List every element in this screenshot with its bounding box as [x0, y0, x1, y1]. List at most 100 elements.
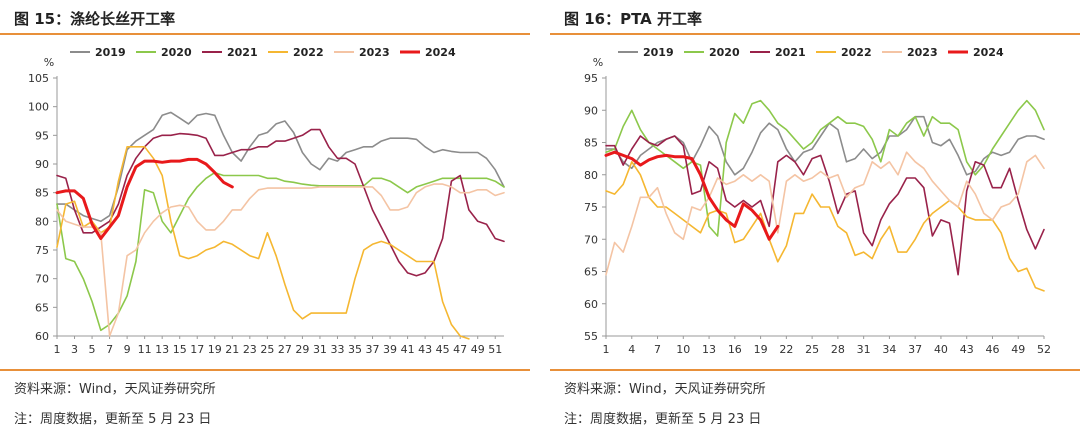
y-axis-unit: %: [44, 56, 54, 69]
x-tick-label: 46: [985, 343, 999, 356]
legend-label-2020: 2020: [161, 46, 192, 59]
x-tick-label: 45: [436, 343, 450, 356]
series-line-2022: [56, 146, 470, 340]
note-text: 注：周度数据，更新至 5 月 23 日: [564, 412, 762, 427]
legend-label-2019: 2019: [643, 46, 674, 59]
x-tick-label: 22: [779, 343, 793, 356]
series-line-2023: [56, 183, 505, 337]
x-tick-label: 23: [243, 343, 257, 356]
x-tick-label: 27: [278, 343, 292, 356]
x-tick-label: 9: [124, 343, 131, 356]
y-tick-label: 60: [584, 298, 598, 311]
legend-label-2023: 2023: [907, 46, 938, 59]
legend-label-2024: 2024: [973, 46, 1004, 59]
x-tick-label: 37: [366, 343, 380, 356]
x-tick-label: 31: [857, 343, 871, 356]
series-line-2020: [605, 99, 1045, 237]
y-tick-label: 100: [28, 101, 49, 114]
line-chart-pta: % 55 60 65 70 75 80 85 90 95 1 4 7 10 13 16 19 22 25 28 31 34…: [584, 46, 1051, 356]
series-line-2020: [56, 171, 505, 332]
y-tick-label: 90: [584, 104, 598, 117]
x-tick-label: 19: [208, 343, 222, 356]
x-tick-label: 1: [603, 343, 610, 356]
y-tick-label: 80: [584, 169, 598, 182]
x-tick-label: 3: [71, 343, 78, 356]
chart-panel-left: 图 15：涤纶长丝开工率 % 60 65 70 75 80 85 90 95 100 105 1 3 5 7…: [0, 0, 530, 431]
y-tick-label: 75: [35, 244, 49, 257]
y-tick-label: 85: [35, 187, 49, 200]
y-tick-label: 60: [35, 330, 49, 343]
legend-label-2022: 2022: [293, 46, 324, 59]
chart-title: 图 16：PTA 开工率: [564, 10, 702, 28]
source-text: 资料来源：Wind，天风证券研究所: [14, 382, 216, 397]
legend-label-2024: 2024: [425, 46, 456, 59]
x-tick-label: 13: [155, 343, 169, 356]
x-tick-label: 43: [960, 343, 974, 356]
x-tick-label: 41: [401, 343, 415, 356]
series-line-2021: [56, 128, 505, 277]
x-tick-label: 49: [1011, 343, 1025, 356]
x-tick-label: 37: [908, 343, 922, 356]
x-tick-label: 7: [654, 343, 661, 356]
x-tick-label: 4: [628, 343, 635, 356]
footer-divider: [550, 369, 1080, 371]
x-tick-label: 25: [805, 343, 819, 356]
y-tick-label: 80: [35, 215, 49, 228]
x-tick-label: 51: [488, 343, 502, 356]
x-tick-label: 52: [1037, 343, 1051, 356]
x-tick-label: 21: [225, 343, 239, 356]
series-line-2021: [605, 135, 1045, 276]
x-tick-label: 34: [882, 343, 896, 356]
y-tick-label: 90: [35, 158, 49, 171]
y-tick-label: 70: [35, 273, 49, 286]
x-tick-label: 10: [676, 343, 690, 356]
legend-label-2020: 2020: [709, 46, 740, 59]
x-tick-label: 28: [831, 343, 845, 356]
legend-label-2021: 2021: [227, 46, 258, 59]
x-tick-label: 43: [418, 343, 432, 356]
series-line-2019: [56, 111, 505, 223]
legend-label-2021: 2021: [775, 46, 806, 59]
x-tick-label: 40: [934, 343, 948, 356]
x-tick-label: 7: [106, 343, 113, 356]
y-tick-label: 85: [584, 137, 598, 150]
x-tick-label: 17: [190, 343, 204, 356]
chart-panel-right: 图 16：PTA 开工率 % 55 60 65 70 75 80 85 90 95 1 4 7 10 13 1…: [550, 0, 1080, 431]
title-divider: [550, 33, 1080, 35]
x-tick-label: 1: [54, 343, 61, 356]
x-tick-label: 13: [702, 343, 716, 356]
series-line-2024: [55, 157, 234, 240]
source-text: 资料来源：Wind，天风证券研究所: [564, 382, 766, 397]
legend-label-2019: 2019: [95, 46, 126, 59]
y-tick-label: 95: [584, 72, 598, 85]
y-tick-label: 65: [584, 266, 598, 279]
x-tick-label: 35: [348, 343, 362, 356]
series-line-2023: [605, 151, 1045, 276]
x-tick-label: 11: [138, 343, 152, 356]
y-tick-label: 95: [35, 129, 49, 142]
legend-label-2022: 2022: [841, 46, 872, 59]
x-tick-label: 5: [89, 343, 96, 356]
title-divider: [0, 33, 530, 35]
x-tick-label: 49: [471, 343, 485, 356]
x-tick-label: 16: [728, 343, 742, 356]
x-tick-label: 29: [295, 343, 309, 356]
y-tick-label: 105: [28, 72, 49, 85]
x-tick-label: 31: [313, 343, 327, 356]
x-tick-label: 33: [330, 343, 344, 356]
y-tick-label: 55: [584, 330, 598, 343]
x-tick-label: 19: [754, 343, 768, 356]
y-tick-label: 70: [584, 233, 598, 246]
note-text: 注：周度数据，更新至 5 月 23 日: [14, 412, 212, 427]
x-tick-label: 47: [453, 343, 467, 356]
x-tick-label: 15: [173, 343, 187, 356]
y-axis-unit: %: [593, 56, 603, 69]
x-tick-label: 39: [383, 343, 397, 356]
y-tick-label: 65: [35, 301, 49, 314]
series-line-2019: [605, 115, 1045, 176]
series-line-2024: [604, 150, 780, 241]
series-line-2022: [605, 161, 1045, 292]
chart-title: 图 15：涤纶长丝开工率: [14, 10, 176, 28]
x-tick-label: 25: [260, 343, 274, 356]
